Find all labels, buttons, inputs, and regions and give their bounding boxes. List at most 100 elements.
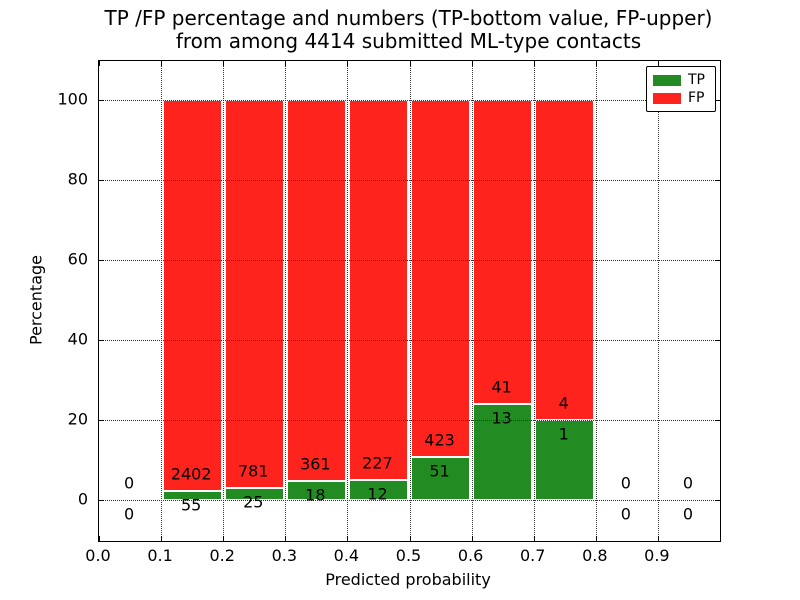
tp-count-label: 51 — [429, 461, 450, 481]
x-tick-mark-top — [595, 61, 597, 66]
gridline-vertical — [285, 61, 287, 541]
fp-count-label: 0 — [682, 473, 694, 493]
gridline-vertical — [347, 61, 349, 541]
fp-count-label: 41 — [491, 377, 512, 397]
bar-segment-tp — [411, 456, 471, 500]
legend-label-tp: TP — [688, 72, 705, 88]
gridline-vertical — [657, 61, 659, 541]
x-tick-mark-top — [161, 61, 163, 66]
x-tick-mark-top — [409, 61, 411, 66]
x-tick-mark-top — [471, 61, 473, 66]
x-axis-label: Predicted probability — [325, 570, 491, 589]
x-tick-label: 0.2 — [209, 546, 235, 565]
y-tick-mark-right — [715, 100, 720, 101]
tp-count-label: 12 — [367, 484, 388, 504]
x-tick-label: 0.5 — [395, 546, 422, 565]
y-tick-mark — [99, 500, 104, 501]
fp-count-label: 781 — [237, 461, 269, 481]
y-tick-label: 40 — [67, 329, 88, 349]
legend-entry-tp: TP — [653, 73, 709, 87]
fp-count-label: 4 — [558, 393, 569, 413]
tp-count-label: 0 — [682, 504, 694, 524]
plot-area — [98, 60, 721, 542]
x-tick-label: 0.9 — [644, 546, 670, 565]
chart-title-line1: TP /FP percentage and numbers (TP-bottom… — [104, 6, 713, 30]
x-tick-label: 0.3 — [271, 546, 298, 565]
fp-count-label: 227 — [362, 453, 393, 473]
y-tick-mark — [99, 260, 104, 261]
bar-segment-fp — [411, 100, 471, 457]
tp-count-label: 25 — [243, 492, 264, 512]
tp-count-label: 18 — [305, 485, 326, 505]
x-tick-mark-top — [657, 61, 659, 66]
x-tick-mark — [99, 536, 100, 541]
bar-segment-fp — [162, 100, 222, 492]
y-axis-label: Percentage — [26, 254, 46, 346]
bar-segment-fp — [348, 100, 408, 480]
x-tick-mark — [161, 536, 163, 541]
x-tick-mark — [347, 536, 349, 541]
bar-segment-tp — [473, 403, 533, 500]
x-tick-mark — [471, 536, 473, 541]
y-tick-label: 20 — [67, 409, 88, 429]
x-tick-mark — [657, 536, 659, 541]
y-tick-mark-right — [715, 260, 720, 261]
y-tick-mark-right — [715, 500, 720, 501]
y-tick-mark-right — [715, 180, 720, 181]
fp-count-label: 0 — [620, 473, 631, 493]
gridline-vertical — [161, 61, 163, 541]
x-tick-mark — [409, 536, 411, 541]
bar-segment-tp — [286, 481, 346, 500]
y-tick-mark-right — [715, 340, 720, 341]
bar-segment-tp — [224, 487, 284, 500]
x-tick-label: 0.0 — [85, 546, 111, 565]
chart-title-line2: from among 4414 submitted ML-type contac… — [175, 29, 642, 53]
tp-count-label: 13 — [491, 408, 512, 428]
y-tick-label: 100 — [57, 89, 88, 109]
x-tick-mark-top — [99, 61, 100, 66]
y-tick-mark — [99, 340, 104, 341]
x-tick-label: 0.1 — [147, 546, 173, 565]
y-tick-mark — [99, 420, 104, 421]
gridline-vertical — [533, 61, 535, 541]
tp-count-label: 1 — [558, 424, 569, 444]
fp-color-swatch — [653, 92, 681, 104]
legend-label-fp: FP — [688, 90, 705, 106]
y-tick-label: 80 — [67, 169, 88, 189]
x-tick-label: 0.6 — [457, 546, 484, 565]
gridline-vertical — [409, 61, 411, 541]
x-tick-mark-top — [285, 61, 287, 66]
x-tick-mark-top — [223, 61, 225, 66]
bar-segment-fp — [286, 100, 346, 481]
bar-segment-tp — [162, 491, 222, 500]
x-tick-mark-top — [533, 61, 535, 66]
x-tick-label: 0.8 — [582, 546, 608, 565]
y-tick-mark — [99, 100, 104, 101]
y-tick-mark-right — [715, 420, 720, 421]
tp-count-label: 0 — [123, 504, 135, 524]
tp-count-label: 0 — [620, 504, 631, 524]
x-tick-mark — [223, 536, 225, 541]
fp-count-label: 0 — [123, 473, 135, 493]
gridline-vertical — [223, 61, 225, 541]
fp-count-label: 361 — [300, 454, 331, 474]
tp-count-label: 55 — [180, 495, 202, 515]
bar-segment-fp — [473, 100, 533, 404]
gridline-vertical — [595, 61, 597, 541]
fp-count-label: 2402 — [170, 464, 212, 484]
bar-segment-tp — [535, 420, 595, 500]
x-tick-mark-top — [347, 61, 349, 66]
x-tick-mark — [533, 536, 535, 541]
bar-segment-fp — [224, 100, 284, 488]
y-tick-label: 0 — [77, 489, 88, 509]
y-tick-label: 60 — [67, 249, 88, 269]
bar-segment-tp — [348, 479, 408, 500]
x-tick-mark — [285, 536, 287, 541]
legend: TP FP — [646, 66, 716, 112]
fp-count-label: 423 — [424, 430, 455, 450]
legend-entry-fp: FP — [653, 91, 709, 105]
x-tick-label: 0.4 — [333, 546, 360, 565]
gridline-vertical — [471, 61, 473, 541]
tp-color-swatch — [653, 74, 681, 86]
